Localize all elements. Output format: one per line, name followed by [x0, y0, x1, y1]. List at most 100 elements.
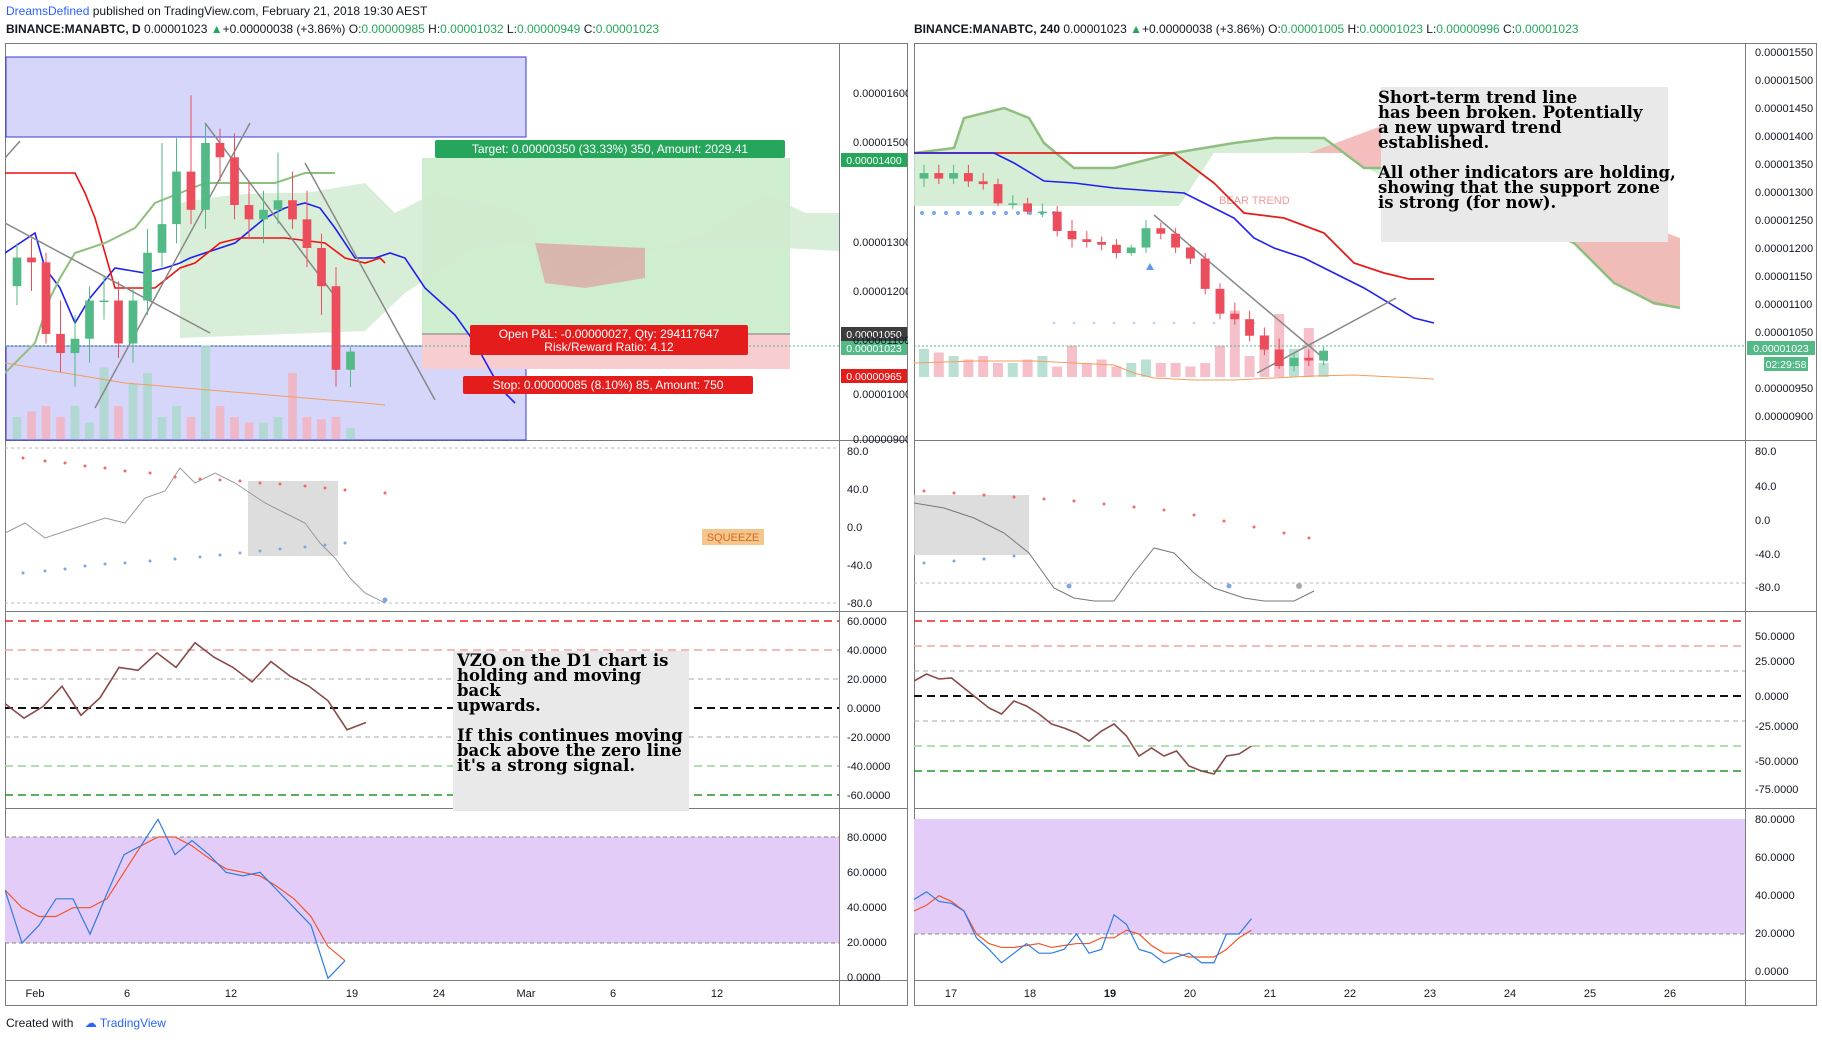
right-price-tick-1: 0.00001500 [1755, 75, 1813, 87]
candle [201, 142, 210, 210]
candle [1141, 228, 1151, 248]
right-squeeze-dots-blue [922, 554, 1302, 589]
candle [1097, 242, 1107, 245]
left-sq-tick-4: -80.0 [847, 598, 872, 610]
left-vzo-tick-0: 60.0000 [847, 616, 887, 628]
candle [1156, 228, 1166, 234]
left-vzo-tick-1: 40.0000 [847, 645, 887, 657]
target-label[interactable]: Target: 0.00000350 (33.33%) 350, Amount:… [435, 140, 785, 158]
bear-trend-label: BEAR TREND [1219, 195, 1290, 207]
right-countdown-tag: 02:29:58 [1764, 357, 1808, 371]
right-symbol[interactable]: BINANCE:MANABTC, 240 [914, 22, 1061, 36]
candle [1111, 244, 1121, 254]
right-orange-ma [914, 360, 1435, 381]
volume-bar [288, 373, 297, 439]
candle [215, 142, 225, 158]
stop-label[interactable]: Stop: 0.00000085 (8.10%) 85, Amount: 750 [463, 376, 753, 394]
volume-bar [1007, 363, 1018, 377]
right-x-tick-1: 18 [1024, 988, 1036, 1000]
right-c-label: C: [1503, 22, 1516, 36]
right-chart[interactable]: BEAR TREND Short-term trend line has bee… [914, 43, 1817, 1006]
left-price-tag-entry: 0.00001050 [841, 327, 907, 341]
candle [1289, 357, 1299, 367]
right-symbol-header: BINANCE:MANABTC, 240 0.00001023 ▲+0.0000… [914, 22, 1578, 36]
left-trendline-1 [5, 222, 211, 334]
pnl-text: Open P&L: -0.00000027, Qty: 294117647 [499, 327, 720, 341]
target-text: Target: 0.00000350 (33.33%) 350, Amount:… [472, 142, 749, 156]
right-x-tick-8: 25 [1584, 988, 1596, 1000]
right-vzo-line [914, 673, 1252, 775]
right-trendline-down [1153, 214, 1328, 362]
left-chart[interactable]: Target: 0.00000350 (33.33%) 350, Amount:… [5, 43, 908, 1006]
author-link[interactable]: DreamsDefined [6, 4, 90, 18]
left-volume-bars [12, 345, 355, 439]
right-dots-blue [920, 211, 1056, 215]
left-candles [12, 95, 355, 387]
left-price-tick-2: 0.00001300 [853, 237, 908, 249]
pnl-label[interactable]: Open P&L: -0.00000027, Qty: 294117647 Ri… [470, 325, 748, 355]
right-x-tick-6: 23 [1424, 988, 1436, 1000]
candle [934, 173, 944, 179]
candle [1037, 211, 1047, 214]
volume-bar [1155, 363, 1166, 377]
right-stoch-pane [914, 819, 1745, 964]
left-vzo-tick-6: -60.0000 [847, 790, 890, 802]
squeeze-label: SQUEEZE [707, 532, 760, 544]
right-stoch-tick-0: 80.0000 [1755, 814, 1795, 826]
tradingview-logo-icon[interactable]: ☁ [84, 1016, 97, 1030]
right-vzo-tick-4: -50.0000 [1755, 756, 1798, 768]
left-trendline-2 [94, 122, 251, 409]
left-vzo-line [5, 641, 367, 731]
left-x-tick-1: 6 [124, 988, 130, 1000]
right-squeeze-box [914, 495, 1029, 555]
right-sq-tick-2: 0.0 [1755, 515, 1770, 527]
candle [1200, 258, 1210, 289]
candle [186, 171, 196, 210]
left-frame [5, 43, 908, 1006]
candle [27, 257, 36, 263]
left-x-tick-0: Feb [26, 988, 45, 1000]
left-h-label: H: [428, 22, 441, 36]
left-symbol[interactable]: BINANCE:MANABTC, D [6, 22, 141, 36]
candle [1319, 350, 1329, 361]
right-sq-tick-0: 80.0 [1755, 446, 1776, 458]
volume-bar [56, 417, 65, 439]
volume-bar [12, 417, 22, 439]
right-price-tag-last-text: 0.00001023 [1753, 343, 1809, 355]
volume-bar [1185, 366, 1196, 377]
left-vzo-tick-4: -20.0000 [847, 732, 890, 744]
price-tag-entry-text: 0.00001050 [846, 329, 902, 341]
left-l-label: L: [506, 22, 517, 36]
volume-bar [244, 422, 254, 439]
left-price-tick-0: 0.00001600 [853, 88, 908, 100]
left-up-arrow-icon: ▲ [210, 22, 223, 36]
right-price-tick-0: 0.00001550 [1755, 47, 1813, 59]
left-axes: 0.00001600 0.00001500 0.00001300 0.00001… [26, 88, 908, 1000]
right-price-tick-12: 0.00000900 [1755, 411, 1813, 423]
volume-bar [259, 422, 268, 439]
candle [993, 184, 1003, 204]
left-c-label: C: [583, 22, 596, 36]
volume-bar [331, 417, 341, 439]
candle [949, 173, 959, 179]
right-x-tick-2: 19 [1104, 988, 1116, 1000]
right-price-tick-5: 0.00001300 [1755, 187, 1813, 199]
volume-bar [273, 417, 283, 439]
right-price-tick-4: 0.00001350 [1755, 159, 1813, 171]
candle [331, 286, 341, 370]
volume-bar [114, 406, 123, 439]
left-stoch-band [5, 837, 839, 943]
price-tag-stop-text: 0.00000965 [846, 371, 902, 383]
volume-bar [1022, 359, 1033, 377]
candle [1171, 233, 1181, 248]
candle [1082, 239, 1092, 242]
left-open: 0.00000985 [361, 22, 425, 36]
footer-brand[interactable]: TradingView [99, 1016, 166, 1030]
volume-bar [948, 356, 959, 377]
left-resistance-zone[interactable] [5, 56, 527, 138]
volume-bar [993, 363, 1003, 377]
left-vzo-tick-3: 0.0000 [847, 703, 881, 715]
candle [157, 224, 167, 253]
right-x-tick-9: 26 [1664, 988, 1676, 1000]
right-sq-tick-4: -80.0 [1755, 582, 1780, 594]
